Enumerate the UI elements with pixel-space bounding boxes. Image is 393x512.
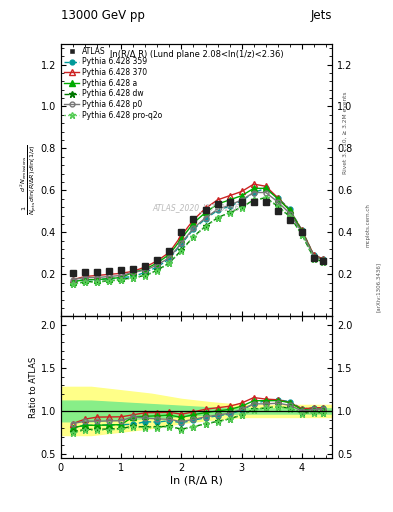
Y-axis label: $\frac{1}{N_{\rm jets}}\frac{d^2 N_{\rm emissions}}{d\ln(R/\Delta R)\,d\ln(1/z)}: $\frac{1}{N_{\rm jets}}\frac{d^2 N_{\rm …: [18, 144, 39, 216]
Text: [arXiv:1306.3436]: [arXiv:1306.3436]: [375, 262, 380, 312]
Text: ATLAS_2020_I1790256: ATLAS_2020_I1790256: [153, 203, 240, 212]
Text: Jets: Jets: [310, 9, 332, 22]
Text: mcplots.cern.ch: mcplots.cern.ch: [365, 203, 371, 247]
Text: ln(R/Δ R) (Lund plane 2.08<ln(1/z)<2.36): ln(R/Δ R) (Lund plane 2.08<ln(1/z)<2.36): [110, 50, 283, 59]
Text: Rivet 3.1.10, ≥ 3.2M events: Rivet 3.1.10, ≥ 3.2M events: [343, 92, 348, 175]
Text: 13000 GeV pp: 13000 GeV pp: [61, 9, 145, 22]
X-axis label: ln (R/Δ R): ln (R/Δ R): [170, 476, 223, 486]
Legend: ATLAS, Pythia 6.428 359, Pythia 6.428 370, Pythia 6.428 a, Pythia 6.428 dw, Pyth: ATLAS, Pythia 6.428 359, Pythia 6.428 37…: [63, 46, 163, 120]
Y-axis label: Ratio to ATLAS: Ratio to ATLAS: [29, 357, 38, 418]
